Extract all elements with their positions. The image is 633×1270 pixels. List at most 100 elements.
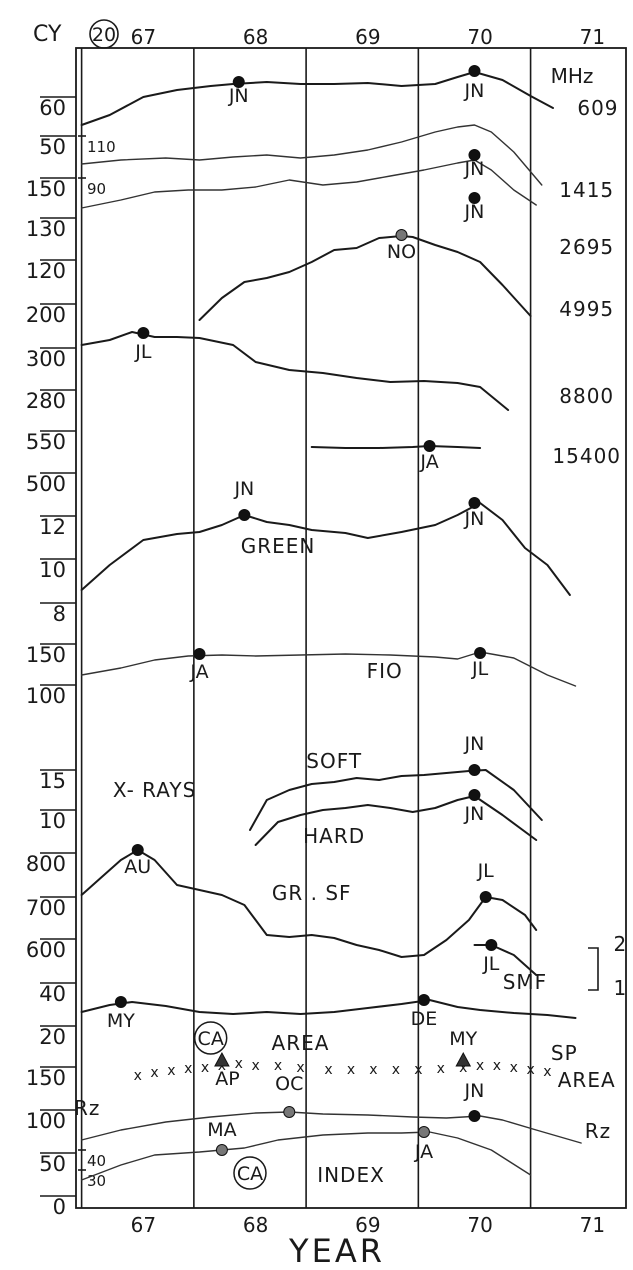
series-label: 8800 bbox=[559, 384, 614, 408]
area-marker: x bbox=[510, 1060, 518, 1076]
area-marker: x bbox=[526, 1062, 534, 1078]
area-marker: x bbox=[201, 1060, 209, 1076]
peak-label: DE bbox=[411, 1008, 438, 1030]
y-tick-label: 15 bbox=[39, 769, 66, 793]
peak-markers: JN JN JN JN NO JL JA JN JN JA JL JN JN AU JL JL MY DE OC JN… bbox=[107, 65, 500, 1163]
area-marker: x bbox=[296, 1060, 304, 1076]
series-label: SMF bbox=[503, 970, 547, 994]
y-tick-label: 100 bbox=[26, 684, 66, 708]
series-label: GR . SF bbox=[272, 881, 352, 905]
area-marker: x bbox=[414, 1062, 422, 1078]
area-marker: x bbox=[324, 1062, 332, 1078]
series-line bbox=[254, 795, 538, 846]
series-label: HARD bbox=[303, 824, 365, 848]
peak-point bbox=[238, 509, 251, 521]
x-tick-label-top: 68 bbox=[243, 25, 268, 49]
peak-point bbox=[468, 764, 481, 776]
series-label: AREA bbox=[558, 1068, 616, 1092]
peak-point bbox=[395, 229, 408, 241]
series-line bbox=[473, 944, 538, 976]
area-markers: xxxxxxxxxxxxxxxxxxxxxxAPMY bbox=[134, 1028, 552, 1090]
peak-label: JL bbox=[134, 341, 152, 363]
series-line bbox=[198, 235, 532, 321]
peak-point bbox=[468, 1110, 481, 1122]
series-line bbox=[80, 502, 571, 596]
y-tick-label: 0 bbox=[53, 1195, 66, 1219]
peak-label: OC bbox=[275, 1073, 303, 1095]
series-label: GREEN bbox=[241, 534, 316, 558]
series-labels: 609 1415 2695 4995 8800 15400 GREEN FIO X- RAYS S… bbox=[74, 96, 628, 1190]
series-curves bbox=[80, 71, 582, 1181]
circled-label-ring bbox=[193, 1021, 228, 1055]
peak-point bbox=[468, 789, 481, 801]
peak-point bbox=[193, 648, 206, 660]
area-marker: x bbox=[347, 1062, 355, 1078]
series-label: Rz bbox=[74, 1096, 100, 1120]
area-marker: x bbox=[184, 1061, 192, 1077]
y-tick-label: 10 bbox=[39, 809, 66, 833]
series-label: X- RAYS bbox=[113, 778, 196, 802]
peak-label: JN bbox=[464, 1080, 485, 1102]
y-tick-label: 60 bbox=[39, 96, 66, 120]
peak-label: JL bbox=[477, 860, 495, 882]
series-label: 2 bbox=[614, 932, 628, 956]
y-tick-label: 280 bbox=[26, 389, 66, 413]
x-tick-label-bottom: 69 bbox=[355, 1213, 380, 1237]
series-label: INDEX bbox=[317, 1163, 385, 1187]
x-axis-title: YEAR bbox=[288, 1232, 385, 1270]
y-tick-label: 200 bbox=[26, 303, 66, 327]
area-marker: x bbox=[493, 1058, 501, 1074]
y-tick-label: 550 bbox=[26, 430, 66, 454]
y-tick-label: 300 bbox=[26, 347, 66, 371]
area-marker: x bbox=[251, 1058, 259, 1074]
x-axis-bottom-ticks: 67 68 69 70 71 bbox=[131, 1213, 605, 1237]
peak-label: JN bbox=[464, 508, 485, 530]
peak-point bbox=[417, 1126, 430, 1138]
peak-point bbox=[232, 76, 245, 88]
series-label: AREA bbox=[272, 1031, 330, 1055]
peak-point bbox=[468, 149, 481, 161]
peak-label: JA bbox=[419, 451, 438, 473]
y-tick-label: 500 bbox=[26, 472, 66, 496]
series-label: SP bbox=[551, 1041, 578, 1065]
area-marker: x bbox=[476, 1058, 484, 1074]
area-marker: x bbox=[459, 1060, 467, 1076]
y-tick-label: 700 bbox=[26, 896, 66, 920]
peak-label: JN bbox=[464, 201, 485, 223]
peak-point bbox=[131, 844, 144, 856]
x-tick-label-top: 69 bbox=[355, 25, 380, 49]
x-tick-label-top: 70 bbox=[467, 25, 492, 49]
y-tick-label-inner: 40 bbox=[87, 1152, 106, 1170]
area-marker: x bbox=[392, 1062, 400, 1078]
area-triangle bbox=[214, 1051, 230, 1067]
series-line bbox=[80, 71, 554, 126]
peak-point bbox=[137, 327, 150, 339]
series-line bbox=[80, 651, 577, 687]
peak-point bbox=[468, 497, 481, 509]
cycle-label: CY bbox=[33, 22, 62, 47]
area-point-label: AP bbox=[215, 1068, 239, 1090]
x-tick-label-bottom: 70 bbox=[467, 1213, 492, 1237]
y-tick-label: 8 bbox=[53, 602, 66, 626]
circled-label: CA bbox=[198, 1028, 224, 1050]
x-tick-label-bottom: 71 bbox=[580, 1213, 605, 1237]
x-tick-label-top: 67 bbox=[131, 25, 156, 49]
peak-label: MA bbox=[207, 1119, 236, 1141]
peak-label: JN bbox=[228, 85, 249, 107]
x-tick-label-bottom: 68 bbox=[243, 1213, 268, 1237]
smf-bracket bbox=[588, 947, 599, 991]
y-tick-label: 40 bbox=[39, 982, 66, 1006]
series-label: 609 bbox=[577, 96, 618, 120]
peak-label: JA bbox=[189, 661, 208, 683]
series-label: 2695 bbox=[559, 235, 614, 259]
peak-point bbox=[468, 65, 481, 77]
area-marker: x bbox=[543, 1064, 551, 1080]
peak-label: JN bbox=[233, 478, 254, 500]
circled-label: CA bbox=[237, 1163, 263, 1185]
y-tick-label: 150 bbox=[26, 177, 66, 201]
cycle-number: 20 bbox=[92, 24, 116, 46]
y-tick-label: 100 bbox=[26, 1109, 66, 1133]
peak-point bbox=[417, 994, 430, 1006]
